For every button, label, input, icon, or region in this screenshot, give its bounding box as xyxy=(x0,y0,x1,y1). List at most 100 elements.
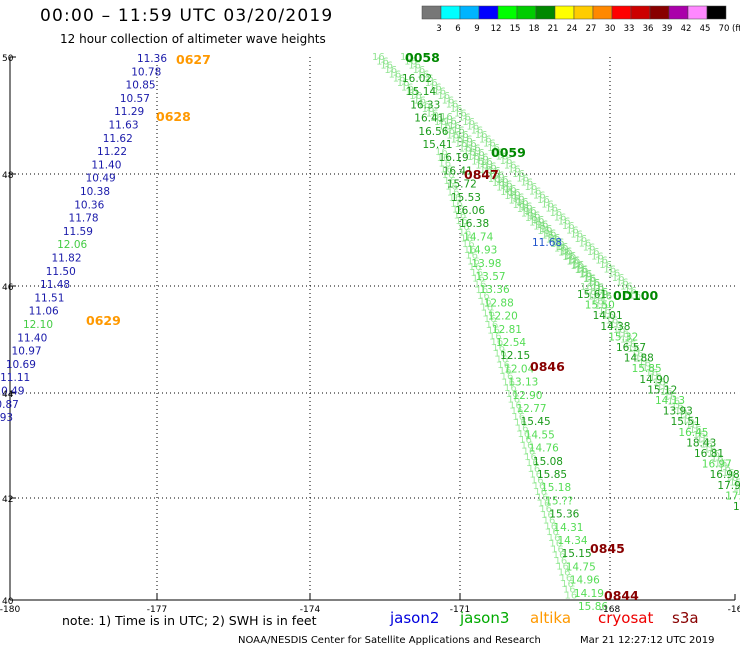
swh-value-jason3-right: 13.93 xyxy=(663,406,693,418)
jason3-swath-upper: 16 xyxy=(430,113,443,124)
jason3-swath-upper: 16 xyxy=(484,169,497,180)
jason3-swath-right: 16 xyxy=(700,439,713,450)
jason3-swath-upper: 16 xyxy=(451,135,464,146)
swh-value-jason3: 13.98 xyxy=(471,258,501,270)
jason3-swath-upper: 16 xyxy=(393,74,406,85)
jason3-swath-right: 16 xyxy=(711,454,724,465)
jason3-swath-lower: 16 xyxy=(475,285,488,296)
jason3-swath-upper-3: 16 xyxy=(599,291,612,302)
jason3-swath-upper-2: 16 xyxy=(425,78,438,89)
jason3-swath-upper-3: 16 xyxy=(488,166,501,177)
jason3-swath-upper: 16 xyxy=(529,217,542,228)
jason3-swath-lower: 16 xyxy=(533,481,546,492)
jason3-swath-upper: 16 xyxy=(508,196,521,207)
jason3-swath-upper-2: 16 xyxy=(408,61,421,72)
colorbar-label: 9 xyxy=(474,24,479,34)
jason3-swath-lower: 16 xyxy=(499,366,512,377)
swh-value-jason3: 14.93 xyxy=(467,245,497,257)
footer-timestamp: Mar 21 12:27:12 UTC 2019 xyxy=(580,635,715,646)
jason3-swath-lower: 16 xyxy=(563,585,576,596)
jason3-swath-upper-3: 16 xyxy=(544,229,557,240)
jason3-swath-right: 16 xyxy=(707,449,720,460)
jason3-swath-upper: 16 xyxy=(599,291,612,302)
jason3-swath-lower: 16 xyxy=(502,377,515,388)
colorbar-swatch xyxy=(516,5,537,20)
swh-value-jason3: 13.13 xyxy=(508,377,538,389)
colorbar-label: 24 xyxy=(567,24,578,34)
jason3-swath-upper: 16 xyxy=(372,52,385,63)
jason3-swath-lower: 16 xyxy=(526,458,539,469)
swh-value-jason3: 14.19 xyxy=(574,588,604,600)
colorbar-label: 45 xyxy=(700,24,711,34)
jason3-swath-lower: 16 xyxy=(487,326,500,337)
legend-jason2: jason2 xyxy=(390,609,440,627)
jason3-swath-lower: 16 xyxy=(553,550,566,561)
jason3-swath-upper-3: 16 xyxy=(568,256,581,267)
colorbar-swatch xyxy=(687,5,708,20)
jason3-swath-upper: 16 xyxy=(475,161,488,172)
jason3-swath-upper-3: 16 xyxy=(528,211,541,222)
swh-value-jason2-right: 11.68 xyxy=(532,237,562,249)
jason3-swath-upper: 16 xyxy=(442,126,455,137)
jason3-swath-upper-2: 16 xyxy=(512,169,525,180)
jason3-swath-right: 16 xyxy=(682,416,695,427)
swh-value-jason2: 10.36 xyxy=(74,199,104,211)
jason3-swath-upper-2: 16 xyxy=(591,251,604,262)
jason3-swath-upper: 16 xyxy=(455,139,468,150)
pass-time-label: 0059 xyxy=(491,145,526,160)
colorbar-swatch xyxy=(668,5,689,20)
jason3-swath-upper: 16 xyxy=(488,174,501,185)
swh-value-jason2: 11.29 xyxy=(114,106,144,118)
jason3-swath-upper: 16 xyxy=(426,109,439,120)
jason3-swath-right: 16 xyxy=(620,334,633,345)
swh-value-jason3: 15.86 xyxy=(578,601,608,613)
jason3-swath-upper-3: 16 xyxy=(564,251,577,262)
colorbar-label: 42 xyxy=(681,24,692,34)
swh-value-jason3: 15.14 xyxy=(406,86,436,98)
jason3-swath-lower: 16 xyxy=(437,153,450,164)
colorbar-label: 27 xyxy=(586,24,597,34)
swh-value-jason3: 13.36 xyxy=(480,284,510,296)
jason3-swath-upper-3: 16 xyxy=(540,224,553,235)
swh-value-jason2: 11.82 xyxy=(51,253,81,265)
jason3-swath-upper: 16 xyxy=(389,69,402,80)
colorbar-label: 15 xyxy=(510,24,521,34)
jason3-swath-upper-3: 16 xyxy=(552,238,565,249)
jason3-swath-right: 16 xyxy=(729,478,740,489)
jason3-swath-upper-2: 16 xyxy=(587,247,600,258)
jason3-swath-upper: 16 xyxy=(504,191,517,202)
jason3-swath-lower: 16 xyxy=(477,291,490,302)
jason3-swath-right: 16 xyxy=(671,401,684,412)
jason3-swath-upper-3: 16 xyxy=(576,264,589,275)
jason3-swath-right: 16 xyxy=(675,406,688,417)
jason3-swath-upper: 16 xyxy=(401,82,414,93)
jason3-swath-upper-2: 16 xyxy=(558,217,571,228)
swh-value-jason3-right: 15.61 xyxy=(577,289,607,301)
jason3-swath-upper-2: 16 xyxy=(429,82,442,93)
jason3-swath-lower: 16 xyxy=(474,279,487,290)
jason3-swath-right: 16 xyxy=(722,468,735,479)
jason3-swath-upper-2: 16 xyxy=(620,282,633,293)
jason3-swath-upper-2: 16 xyxy=(404,56,417,67)
jason3-swath-upper-2: 16 xyxy=(525,182,538,193)
jason3-swath-upper-2: 16 xyxy=(566,225,579,236)
jason3-swath-upper-3: 16 xyxy=(520,202,533,213)
swh-value-jason3: 15.36 xyxy=(549,509,579,521)
swh-value-jason3-right: 15.12 xyxy=(647,384,677,396)
jason3-swath-upper-2: 16 xyxy=(450,104,463,115)
jason3-swath-right: 16 xyxy=(616,330,629,341)
jason3-swath-upper-3: 16 xyxy=(504,184,517,195)
jason3-swath-lower: 16 xyxy=(464,245,477,256)
swh-value-jason3: 14.76 xyxy=(529,443,559,455)
jason3-swath-upper-2: 16 xyxy=(508,165,521,176)
swh-value-jason3-right: 16.81 xyxy=(694,448,724,460)
swh-value-jason3: 15.?? xyxy=(545,495,573,507)
pass-time-label: 0058 xyxy=(405,50,440,65)
swh-value-jason2: 10.49 xyxy=(86,173,116,185)
jason3-swath-upper: 16 xyxy=(479,165,492,176)
jason3-swath-upper-2: 16 xyxy=(554,212,567,223)
jason3-swath-lower: 16 xyxy=(519,435,532,446)
colorbar-label: 39 xyxy=(662,24,673,34)
